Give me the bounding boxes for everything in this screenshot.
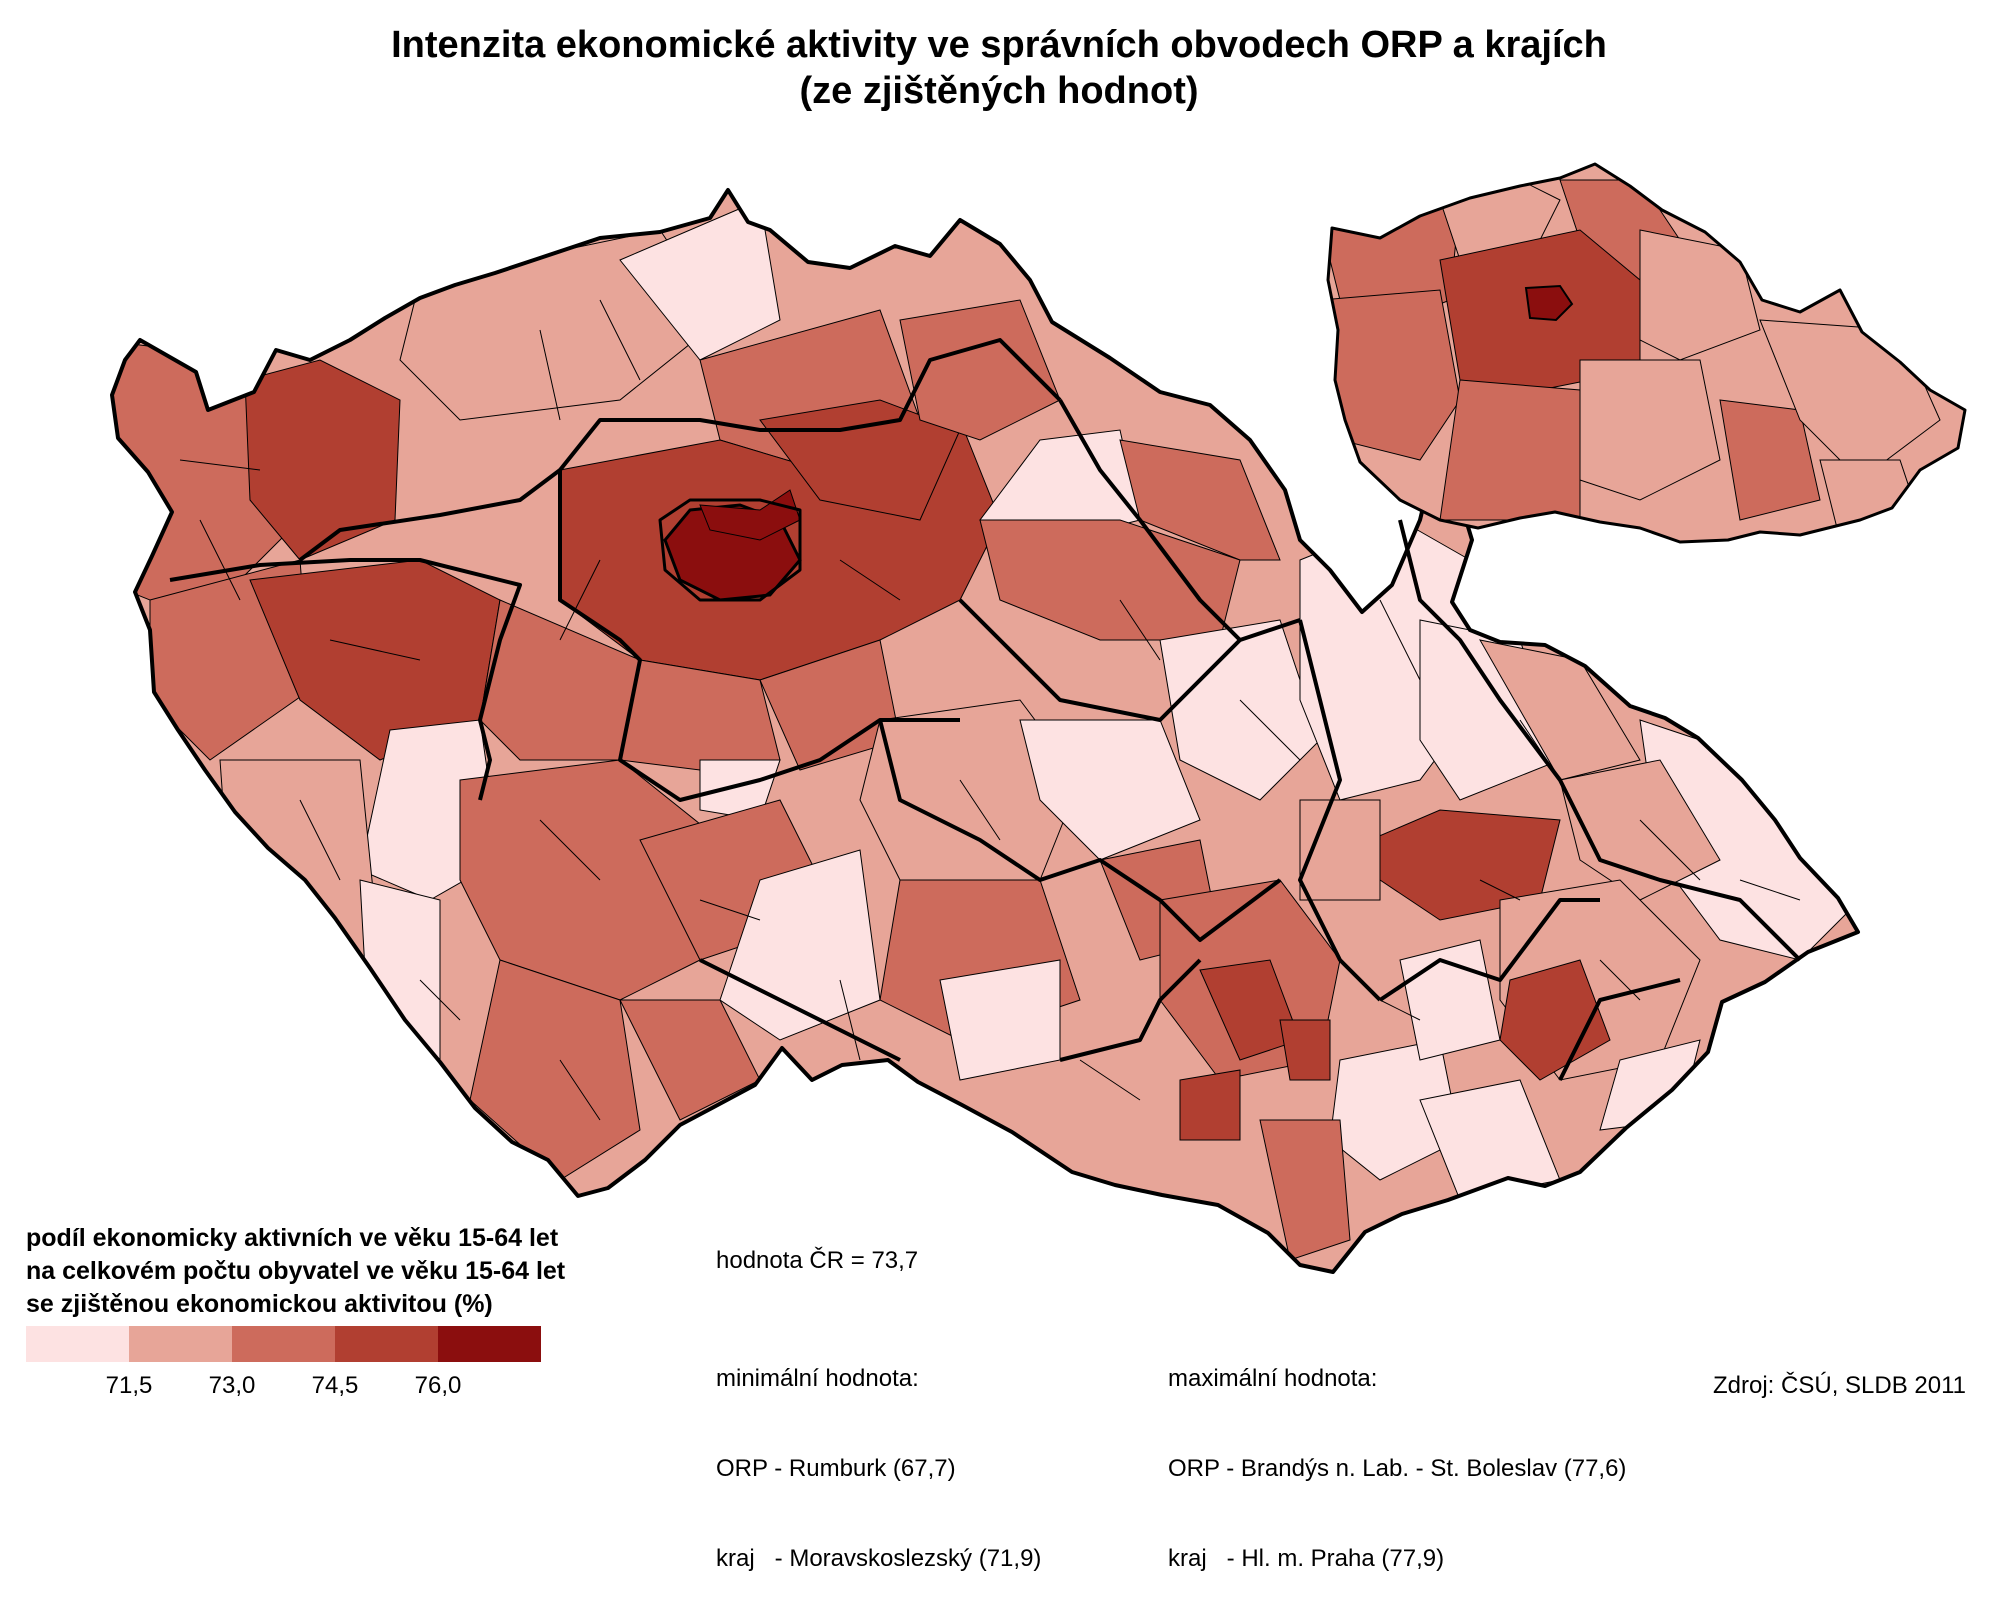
legend-title-line: na celkovém počtu obyvatel ve věku 15-64…	[26, 1257, 566, 1285]
max-value-kraj: kraj - Hl. m. Praha (77,9)	[1168, 1545, 1445, 1572]
source-note: Zdroj: ČSÚ, SLDB 2011	[1713, 1372, 1966, 1399]
min-value-kraj: kraj - Moravskoslezský (71,9)	[716, 1545, 1042, 1572]
max-value-orp: ORP - Brandýs n. Lab. - St. Boleslav (77…	[1168, 1455, 1627, 1482]
legend-title: podíl ekonomicky aktivních ve věku 15-64…	[26, 1222, 646, 1321]
legend-tick-label: 71,5	[105, 1372, 153, 1399]
min-value-orp: ORP - Rumburk (67,7)	[716, 1455, 956, 1482]
mini-kraj-map	[1328, 164, 1965, 542]
legend-swatch	[335, 1326, 438, 1362]
legend-swatch	[129, 1326, 232, 1362]
max-value-label: maximální hodnota:	[1168, 1365, 1378, 1392]
max-value-block: maximální hodnota: ORP - Brandýs n. Lab.…	[1168, 1304, 1626, 1604]
legend-tick-label: 73,0	[208, 1372, 256, 1399]
map-title-line1: Intenzita ekonomické aktivity ve správní…	[391, 24, 1607, 66]
legend-ticks: 71,5 73,0 74,5 76,0	[26, 1372, 546, 1402]
national-value: hodnota ČR = 73,7	[716, 1247, 919, 1274]
min-value-block: minimální hodnota: ORP - Rumburk (67,7) …	[716, 1304, 1041, 1604]
legend-color-scale	[26, 1326, 541, 1362]
legend-title-line: se zjištěnou ekonomickou aktivitou (%)	[26, 1290, 493, 1318]
legend-tick-label: 74,5	[311, 1372, 359, 1399]
legend-swatch	[438, 1326, 541, 1362]
legend-swatch	[232, 1326, 335, 1362]
map-title: Intenzita ekonomické aktivity ve správní…	[0, 22, 1998, 114]
mini-map-outline	[1326, 162, 1967, 544]
min-value-label: minimální hodnota:	[716, 1365, 919, 1392]
legend-tick-label: 76,0	[414, 1372, 462, 1399]
legend-title-line: podíl ekonomicky aktivních ve věku 15-64…	[26, 1224, 559, 1252]
map-title-line2: (ze zjištěných hodnot)	[799, 70, 1199, 112]
choropleth-maps	[110, 162, 1967, 1274]
legend-swatch	[26, 1326, 129, 1362]
kraj-boundaries	[110, 188, 1860, 1274]
